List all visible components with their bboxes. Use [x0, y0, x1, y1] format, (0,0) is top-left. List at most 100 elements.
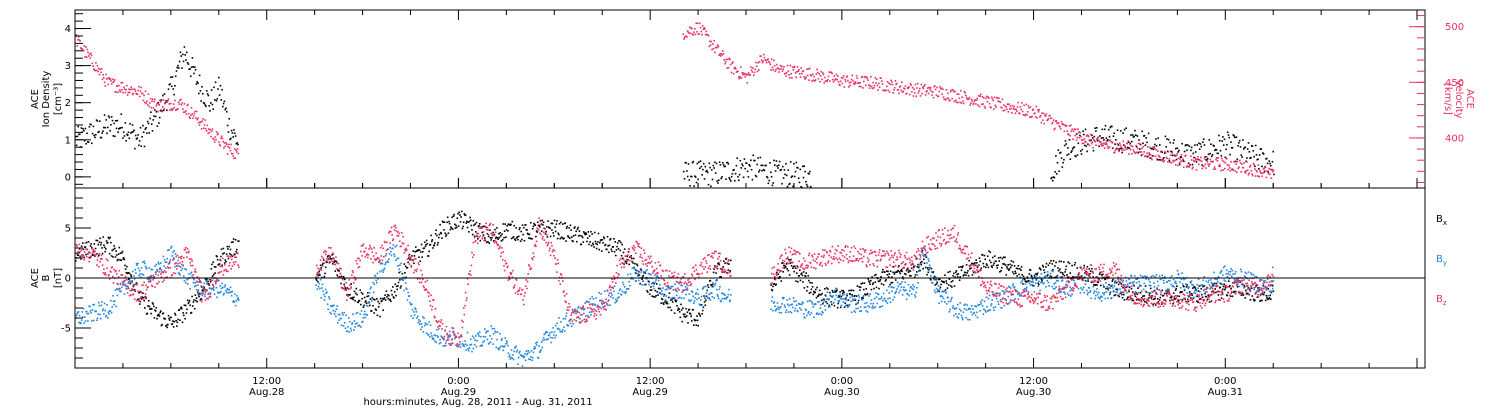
bx-series-point — [454, 227, 457, 229]
bx-series-point — [168, 319, 171, 321]
bx-series-point — [452, 215, 455, 217]
density-series-point — [1168, 159, 1171, 162]
velocity-series-point — [730, 71, 733, 74]
by-series-point — [465, 349, 468, 351]
velocity-series-point — [833, 75, 836, 77]
by-series-point — [334, 310, 337, 313]
by-series-point — [926, 268, 929, 271]
velocity-series-point — [76, 45, 78, 47]
velocity-series-point — [225, 142, 227, 144]
by-series-point — [1122, 279, 1124, 282]
density-series-point — [1270, 164, 1272, 167]
velocity-series-point — [928, 86, 930, 89]
by-series-point — [1148, 278, 1150, 281]
bx-series-point — [523, 239, 526, 242]
bx-series-point — [1146, 302, 1148, 304]
velocity-series-point — [1150, 157, 1153, 159]
bx-series-point — [581, 235, 583, 237]
density-series-point — [195, 83, 198, 85]
velocity-series-point — [1199, 159, 1201, 162]
by-series-point — [233, 301, 236, 303]
density-series-point — [730, 180, 732, 182]
bx-series-point — [1178, 299, 1180, 302]
bx-series-point — [1087, 280, 1089, 282]
velocity-series-point — [1213, 166, 1216, 168]
by-series-point — [488, 342, 491, 345]
by-series-point — [459, 346, 462, 348]
bx-series-point — [333, 261, 335, 263]
bx-series-point — [388, 294, 390, 297]
by-series-point — [782, 297, 784, 300]
bx-series-point — [897, 269, 900, 272]
velocity-series-point — [893, 89, 895, 91]
by-series-point — [491, 327, 494, 330]
velocity-series-point — [1011, 112, 1013, 114]
density-series-point — [1113, 132, 1116, 134]
bx-series-point — [870, 288, 873, 291]
bx-series-point — [1201, 293, 1203, 296]
by-series-point — [330, 313, 333, 315]
velocity-series-point — [77, 38, 79, 41]
by-series-point — [399, 264, 401, 266]
bx-series-point — [468, 220, 471, 223]
by-series-point — [438, 342, 441, 345]
by-series-point — [658, 292, 661, 294]
velocity-series-point — [1099, 140, 1102, 143]
by-series-point — [548, 334, 551, 336]
bx-series-point — [121, 252, 123, 254]
by-series-point — [629, 273, 632, 275]
bx-series-point — [445, 233, 448, 236]
by-series-point — [1140, 290, 1143, 292]
by-series-point — [455, 345, 458, 347]
velocity-series-point — [159, 99, 161, 102]
bx-series-point — [705, 299, 707, 302]
velocity-series-point — [909, 93, 911, 96]
by-series-point — [420, 328, 422, 331]
by-series-point — [1059, 291, 1061, 293]
velocity-series-point — [796, 70, 798, 73]
velocity-series-point — [1052, 119, 1055, 121]
by-series-point — [120, 290, 122, 293]
by-series-point — [1038, 276, 1041, 279]
velocity-series-point — [722, 53, 725, 55]
density-series-point — [170, 76, 172, 78]
bx-series-point — [535, 235, 537, 238]
velocity-series-point — [97, 70, 99, 73]
by-series-point — [127, 282, 129, 284]
density-series-point — [1081, 148, 1084, 151]
by-series-point — [1129, 282, 1131, 284]
by-series-point — [217, 292, 220, 294]
by-series-point — [969, 318, 971, 321]
bx-series-point — [784, 265, 786, 267]
bx-series-point — [1156, 298, 1159, 300]
bx-series-point — [492, 240, 495, 242]
bx-series-point — [919, 269, 921, 272]
velocity-series-point — [972, 102, 975, 105]
density-series-point — [1155, 145, 1158, 147]
by-series-point — [691, 290, 693, 292]
bx-series-point — [782, 271, 784, 273]
by-series-point — [1011, 299, 1013, 302]
by-series-point — [955, 313, 957, 315]
by-series-point — [491, 337, 493, 340]
velocity-series-point — [1201, 167, 1204, 170]
bx-series-point — [848, 289, 850, 292]
bx-series-point — [773, 283, 776, 285]
velocity-series-point — [1164, 152, 1167, 154]
velocity-series-point — [710, 40, 713, 43]
bx-series-point — [463, 213, 466, 215]
bx-series-point — [409, 259, 411, 261]
by-series-point — [483, 340, 485, 342]
velocity-series-point — [788, 74, 790, 76]
by-series-point — [495, 346, 498, 349]
bx-series-point — [870, 279, 872, 282]
by-series-point — [377, 278, 379, 280]
bx-series-point — [554, 226, 556, 228]
velocity-series-point — [150, 106, 153, 109]
velocity-series-point — [216, 133, 219, 136]
bx-series-point — [879, 279, 882, 281]
density-series-point — [692, 160, 695, 163]
velocity-series-point — [1197, 156, 1199, 158]
by-series-point — [655, 276, 658, 279]
velocity-series-point — [717, 44, 719, 46]
